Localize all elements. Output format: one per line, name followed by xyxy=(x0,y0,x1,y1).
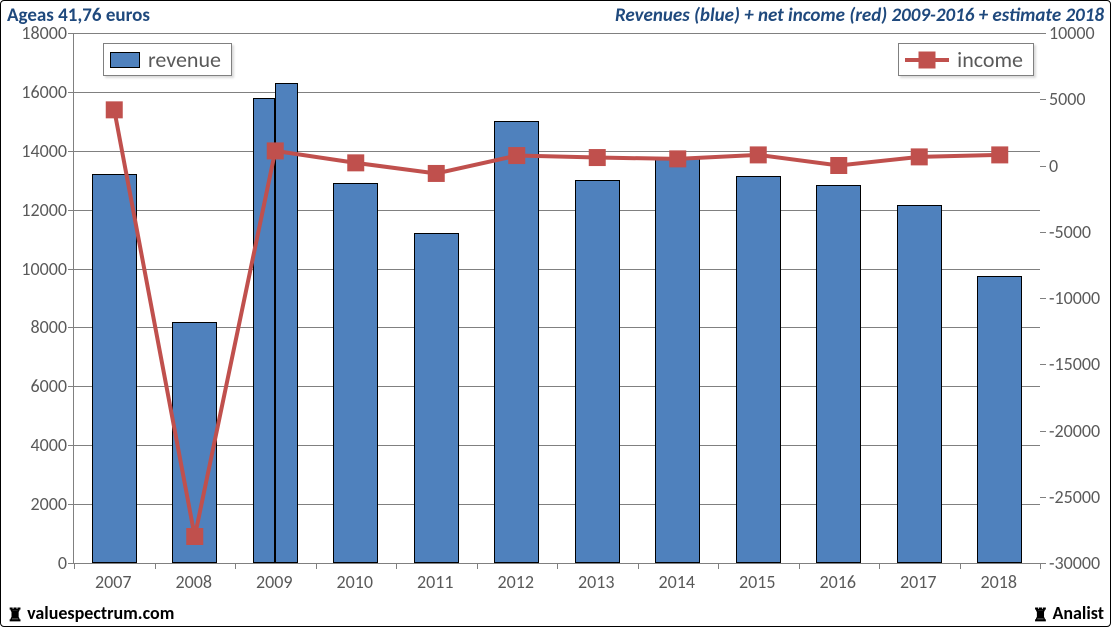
income-line xyxy=(74,33,1040,563)
x-axis: 2007 2008 2009 2010 2011 2012 2013 2014 2015 2016… xyxy=(73,571,1039,595)
y-left-label: 10000 xyxy=(21,260,67,278)
y-right-label: -25000 xyxy=(1049,488,1100,506)
legend-swatch-line xyxy=(905,51,949,69)
y-right-label: -15000 xyxy=(1049,355,1100,373)
x-label: 2012 xyxy=(498,571,535,593)
y-right-label: 10000 xyxy=(1049,24,1095,42)
income-marker xyxy=(509,148,524,163)
footer-left-text: valuespectrum.com xyxy=(27,602,174,624)
income-marker xyxy=(429,166,444,181)
y-left-label: 8000 xyxy=(31,318,68,336)
income-marker xyxy=(187,529,202,544)
chart-header: Ageas 41,76 euros Revenues (blue) + net … xyxy=(7,3,1104,27)
y-left-label: 2000 xyxy=(31,495,68,513)
legend-label: revenue xyxy=(148,46,221,73)
plot-area xyxy=(73,33,1040,564)
income-marker xyxy=(831,158,846,173)
y-left-label: 6000 xyxy=(31,377,68,395)
y-left-label: 14000 xyxy=(21,142,67,160)
income-marker xyxy=(751,147,766,162)
footer-right: ♜Analist xyxy=(1032,602,1104,624)
y-right-label: -30000 xyxy=(1049,554,1100,572)
y-right-label: 5000 xyxy=(1049,90,1086,108)
rook-icon: ♜ xyxy=(1032,606,1048,624)
legend-income: income xyxy=(898,43,1034,76)
legend-swatch-bar xyxy=(110,52,140,68)
y-right-label: -10000 xyxy=(1049,289,1100,307)
rook-icon: ♜ xyxy=(7,606,23,624)
y-right-label: -5000 xyxy=(1049,223,1091,241)
income-marker xyxy=(268,143,283,158)
x-label: 2011 xyxy=(417,571,454,593)
chart-footer: ♜valuespectrum.com ♜Analist xyxy=(7,601,1104,625)
x-label: 2008 xyxy=(176,571,213,593)
y-left-label: 18000 xyxy=(21,24,67,42)
income-marker xyxy=(590,150,605,165)
x-label: 2015 xyxy=(739,571,776,593)
x-label: 2007 xyxy=(95,571,132,593)
legend-revenue: revenue xyxy=(103,43,232,76)
y-right-label: -20000 xyxy=(1049,422,1100,440)
y-left-label: 12000 xyxy=(21,201,67,219)
income-marker xyxy=(992,147,1007,162)
x-label: 2016 xyxy=(820,571,857,593)
y-right-label: 0 xyxy=(1049,157,1058,175)
income-marker xyxy=(348,155,363,170)
x-label: 2013 xyxy=(578,571,615,593)
chart-frame: Ageas 41,76 euros Revenues (blue) + net … xyxy=(0,0,1111,627)
x-label: 2017 xyxy=(900,571,937,593)
y-left-label: 0 xyxy=(58,554,67,572)
x-label: 2010 xyxy=(337,571,374,593)
x-label: 2009 xyxy=(256,571,293,593)
footer-left: ♜valuespectrum.com xyxy=(7,602,174,624)
y-left-label: 16000 xyxy=(21,83,67,101)
title-right: Revenues (blue) + net income (red) 2009-… xyxy=(615,4,1104,27)
income-marker xyxy=(107,102,122,117)
footer-right-text: Analist xyxy=(1052,602,1104,624)
y-left-label: 4000 xyxy=(31,436,68,454)
y-axis-left: 0200040006000800010000120001400016000180… xyxy=(7,33,67,563)
x-label: 2014 xyxy=(659,571,696,593)
x-label: 2018 xyxy=(981,571,1018,593)
y-axis-right: -30000-25000-20000-15000-10000-500005000… xyxy=(1049,33,1109,563)
income-marker xyxy=(670,151,685,166)
income-marker xyxy=(912,149,927,164)
legend-label: income xyxy=(957,46,1023,73)
